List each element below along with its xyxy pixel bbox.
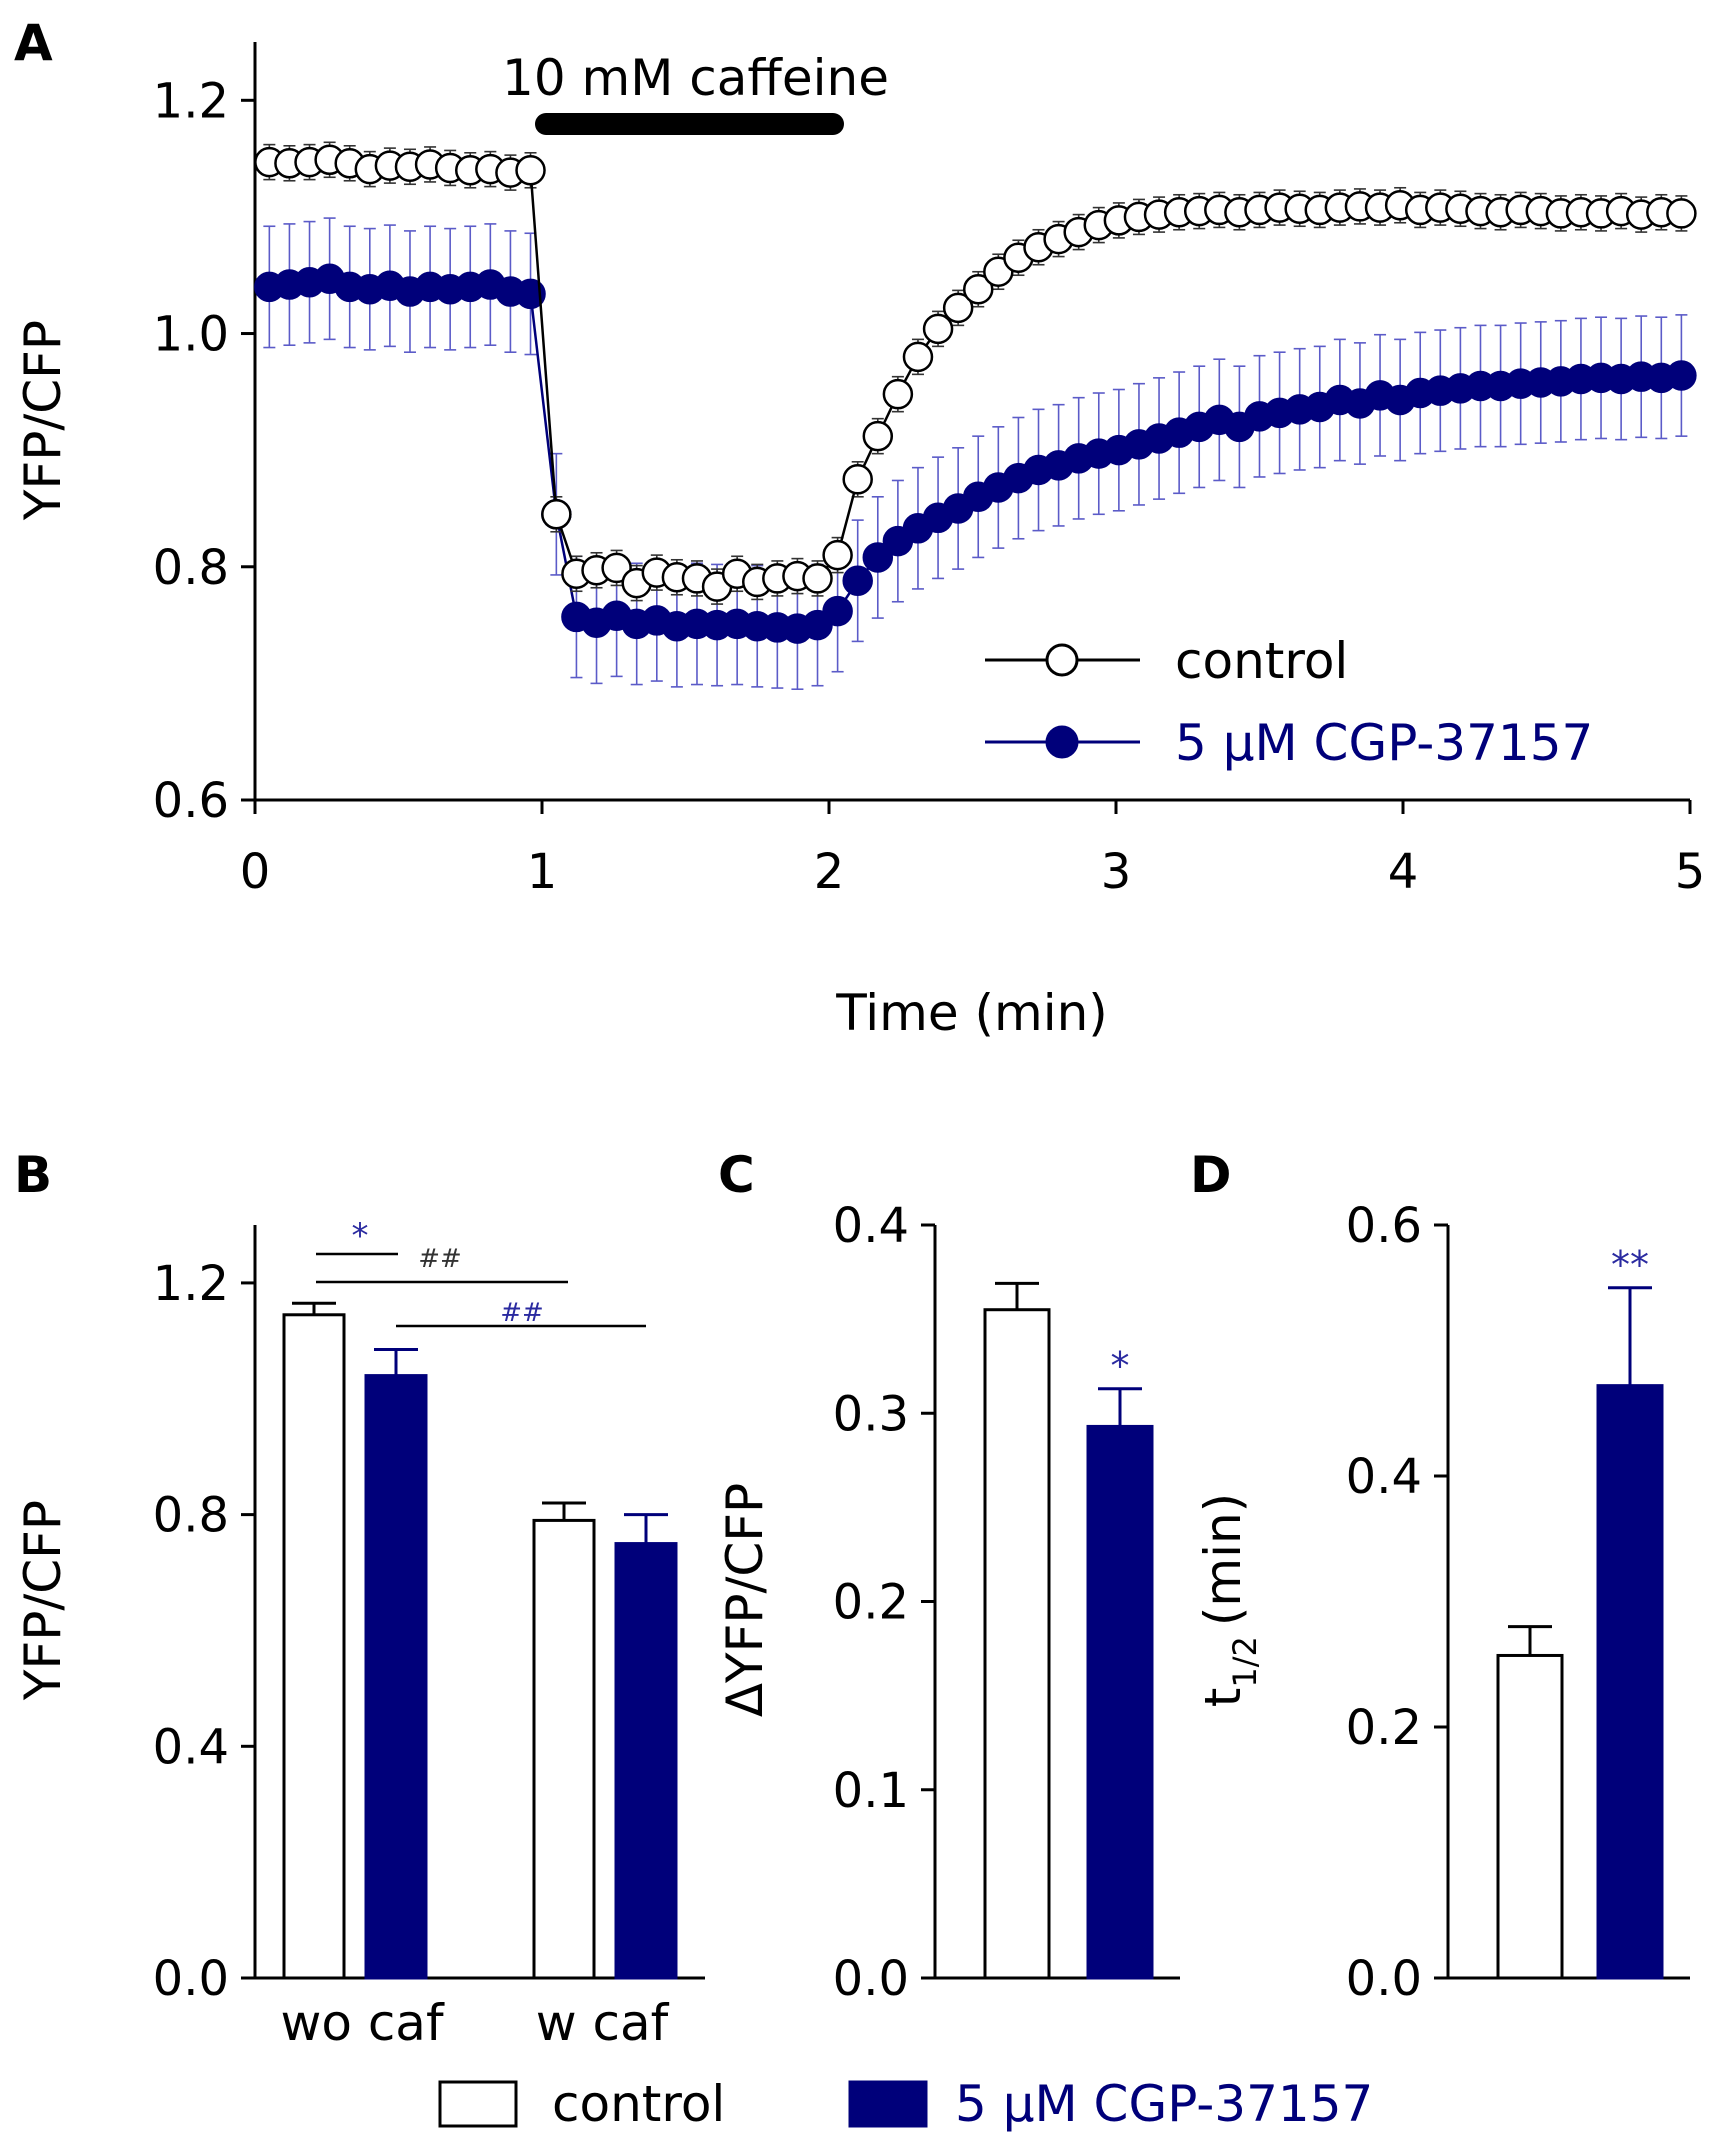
panel-a-y-label: YFP/CFP: [14, 320, 72, 521]
panel-a-xtick-label: 2: [814, 844, 845, 900]
data-point: [942, 292, 974, 324]
panel-d-ytick-label: 0.6: [1346, 1198, 1422, 1254]
data-point: [601, 552, 632, 584]
panel-a: A 0.6 0.8 1.0 1.2 0 1 2 3 4 5 YFP/CFP Time (min)…: [14, 14, 1705, 1042]
bottom-legend: control 5 µM CGP-37157: [438, 2075, 1373, 2133]
series-cgp: [254, 217, 1697, 691]
panel-b-ytick-label: 0.0: [153, 1951, 229, 2007]
panel-d-letter: D: [1190, 1146, 1232, 1204]
panel-b-category-w-caf: w caf: [536, 1994, 670, 2052]
panel-d-ytick-label: 0.4: [1346, 1449, 1422, 1505]
series-line: [269, 158, 1682, 588]
panel-d-y-label-sub: 1/2: [1226, 1636, 1264, 1688]
panel-b-ytick-label: 1.2: [153, 1256, 229, 1312]
data-point: [962, 273, 994, 305]
data-point: [822, 539, 853, 571]
panel-d: D 0.0 0.2 0.4 0.6 t1/2 (min) **: [1190, 1146, 1690, 2007]
panel-c-bar: [983, 1308, 1051, 1980]
panel-a-xtick-label: 4: [1388, 844, 1419, 900]
panel-d-y-label: t1/2 (min): [1194, 1493, 1264, 1707]
legend-cgp-label: 5 µM CGP-37157: [1175, 714, 1593, 772]
panel-d-bar: [1496, 1653, 1564, 1980]
panel-b-ytick-label: 0.8: [153, 1488, 229, 1544]
panel-b-category-wo-caf: wo caf: [280, 1994, 445, 2052]
data-point: [1666, 360, 1697, 391]
panel-b-significance: * ## ##: [316, 1216, 646, 1328]
panel-b: B 0.0 0.4 0.8 1.2 YFP/CFP wo caf w caf * ##…: [14, 1146, 705, 2052]
panel-c-ytick-label: 0.3: [833, 1386, 909, 1442]
panel-a-xtick-label: 0: [240, 844, 271, 900]
bottom-legend-control-swatch: [438, 2080, 518, 2128]
caffeine-label: 10 mM caffeine: [502, 49, 889, 107]
bottom-legend-cgp-label: 5 µM CGP-37157: [955, 2075, 1373, 2133]
panel-a-xtick-label: 3: [1101, 844, 1132, 900]
sig-hash-1: ##: [418, 1244, 462, 1274]
bottom-legend-cgp-swatch: [848, 2080, 928, 2128]
sig-star-1: *: [352, 1216, 369, 1256]
panel-b-ytick-label: 0.4: [153, 1719, 229, 1775]
panel-a-ytick-label: 0.6: [153, 773, 229, 829]
panel-d-significance: **: [1611, 1243, 1649, 1287]
panel-d-ytick-label: 0.0: [1346, 1951, 1422, 2007]
panel-a-ytick-label: 0.8: [153, 540, 229, 596]
panel-b-bar: [532, 1518, 596, 1980]
legend-control-marker: [1045, 643, 1079, 677]
data-point: [902, 341, 934, 373]
data-point: [842, 464, 873, 495]
panel-b-bar: [282, 1313, 346, 1980]
panel-c-y-label: ΔYFP/CFP: [716, 1483, 774, 1717]
panel-c-ytick-label: 0.2: [833, 1575, 909, 1631]
panel-d-y-label-t: t: [1194, 1688, 1252, 1708]
panel-a-letter: A: [14, 14, 53, 72]
bottom-legend-control-label: control: [552, 2075, 725, 2133]
panel-c-significance: *: [1111, 1344, 1130, 1388]
series-line: [269, 277, 1682, 630]
data-point: [882, 378, 914, 410]
data-point: [541, 499, 572, 530]
panel-a-ytick-label: 1.2: [153, 73, 229, 129]
panel-c: C 0.0 0.1 0.2 0.3 0.4 ΔYFP/CFP *: [716, 1146, 1180, 2007]
panel-c-ytick-label: 0.1: [833, 1763, 909, 1819]
data-point: [862, 420, 894, 452]
panel-b-y-label: YFP/CFP: [14, 1500, 72, 1701]
panel-d-ytick-label: 0.2: [1346, 1700, 1422, 1756]
panel-a-legend: control 5 µM CGP-37157: [985, 632, 1593, 772]
data-point: [515, 278, 546, 310]
panel-b-letter: B: [14, 1146, 52, 1204]
data-point: [802, 563, 833, 594]
panel-b-bar: [614, 1542, 678, 1980]
panel-d-y-label-unit: (min): [1194, 1493, 1252, 1626]
data-point: [1666, 198, 1697, 229]
panel-c-ytick-label: 0.0: [833, 1951, 909, 2007]
legend-cgp-marker: [1045, 725, 1079, 759]
sig-hash-2: ##: [500, 1298, 544, 1328]
panel-c-bar: [1086, 1424, 1154, 1980]
data-point: [862, 542, 894, 573]
data-point: [922, 313, 954, 345]
panel-a-x-label: Time (min): [835, 984, 1108, 1042]
panel-b-bar: [364, 1374, 428, 1980]
panel-c-letter: C: [718, 1146, 755, 1204]
panel-d-bar: [1596, 1384, 1664, 1980]
data-point: [842, 565, 873, 597]
panel-a-ytick-label: 1.0: [153, 307, 229, 363]
panel-a-xtick-label: 1: [527, 844, 558, 900]
data-point: [515, 155, 546, 186]
panel-c-ytick-label: 0.4: [833, 1198, 909, 1254]
data-point: [822, 595, 853, 627]
panel-a-xtick-label: 5: [1675, 844, 1706, 900]
legend-control-label: control: [1175, 632, 1348, 690]
series-control: [254, 141, 1697, 605]
